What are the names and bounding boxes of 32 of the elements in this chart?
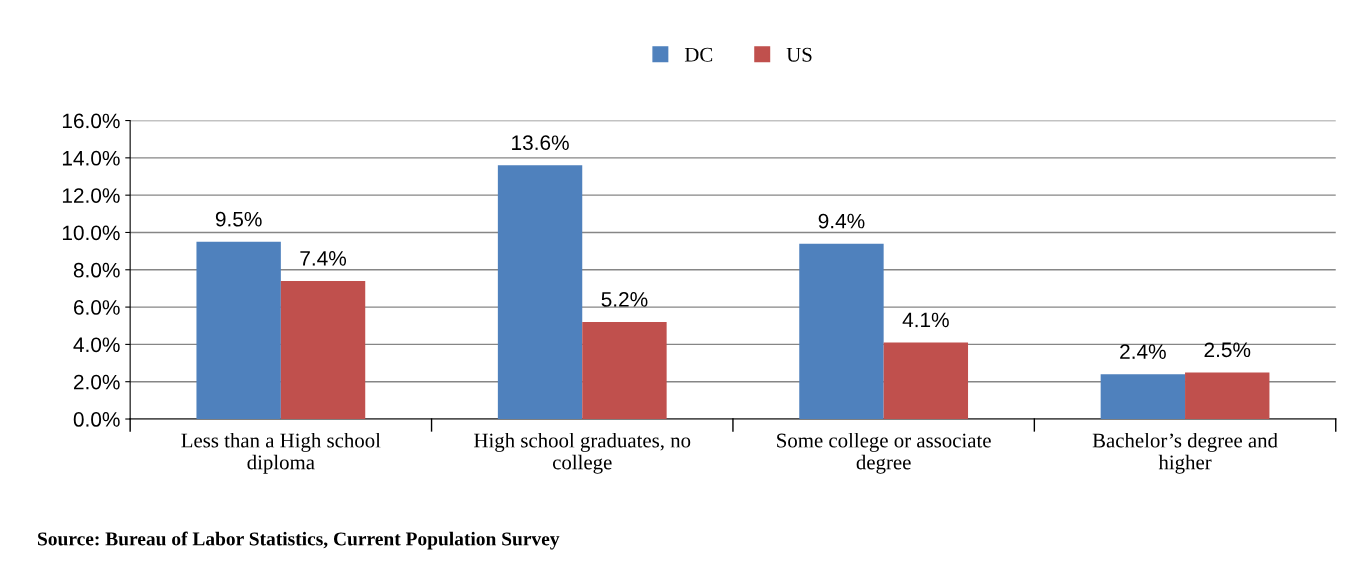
y-tick-label: 6.0% (74, 300, 120, 315)
y-tick-label: 4.0% (73, 337, 120, 353)
data-label: 4.1% (902, 312, 949, 328)
y-tick-label: 8.0% (73, 262, 120, 278)
x-tick-label: High school graduates, no college (474, 432, 691, 474)
bar (582, 322, 667, 420)
bar (883, 342, 969, 420)
legend-label: DC (684, 47, 713, 62)
source-note: Source: Bureau of Labor Statistics, Current Population Survey (38, 531, 560, 550)
x-tick-label: Some college or associate degree (777, 432, 991, 474)
data-label: 9.4% (818, 213, 865, 229)
x-tick-label: Bachelor’s degree and higher (1092, 432, 1278, 474)
x-tick-label: Less than a High school diploma (181, 432, 381, 474)
bar (799, 243, 884, 420)
bar (196, 241, 281, 420)
y-tick-label: 14.0% (62, 150, 120, 166)
y-tick-label: 0.0% (73, 412, 120, 427)
y-tick-label: 16.0% (62, 113, 120, 129)
y-tick-label: 2.0% (73, 374, 120, 390)
data-label: 13.6% (512, 135, 569, 151)
bar (497, 165, 583, 420)
data-label: 2.4% (1120, 344, 1166, 359)
y-tick-label: 12.0% (62, 188, 120, 203)
data-label: 5.2% (601, 292, 648, 307)
bar (1185, 372, 1270, 420)
legend-label: US (786, 47, 812, 62)
y-tick-label: 10.0% (62, 225, 120, 241)
bar (1100, 374, 1186, 420)
data-label: 7.4% (300, 251, 347, 266)
data-label: 2.5% (1204, 342, 1251, 358)
bar (280, 280, 366, 420)
data-label: 9.5% (215, 211, 262, 227)
